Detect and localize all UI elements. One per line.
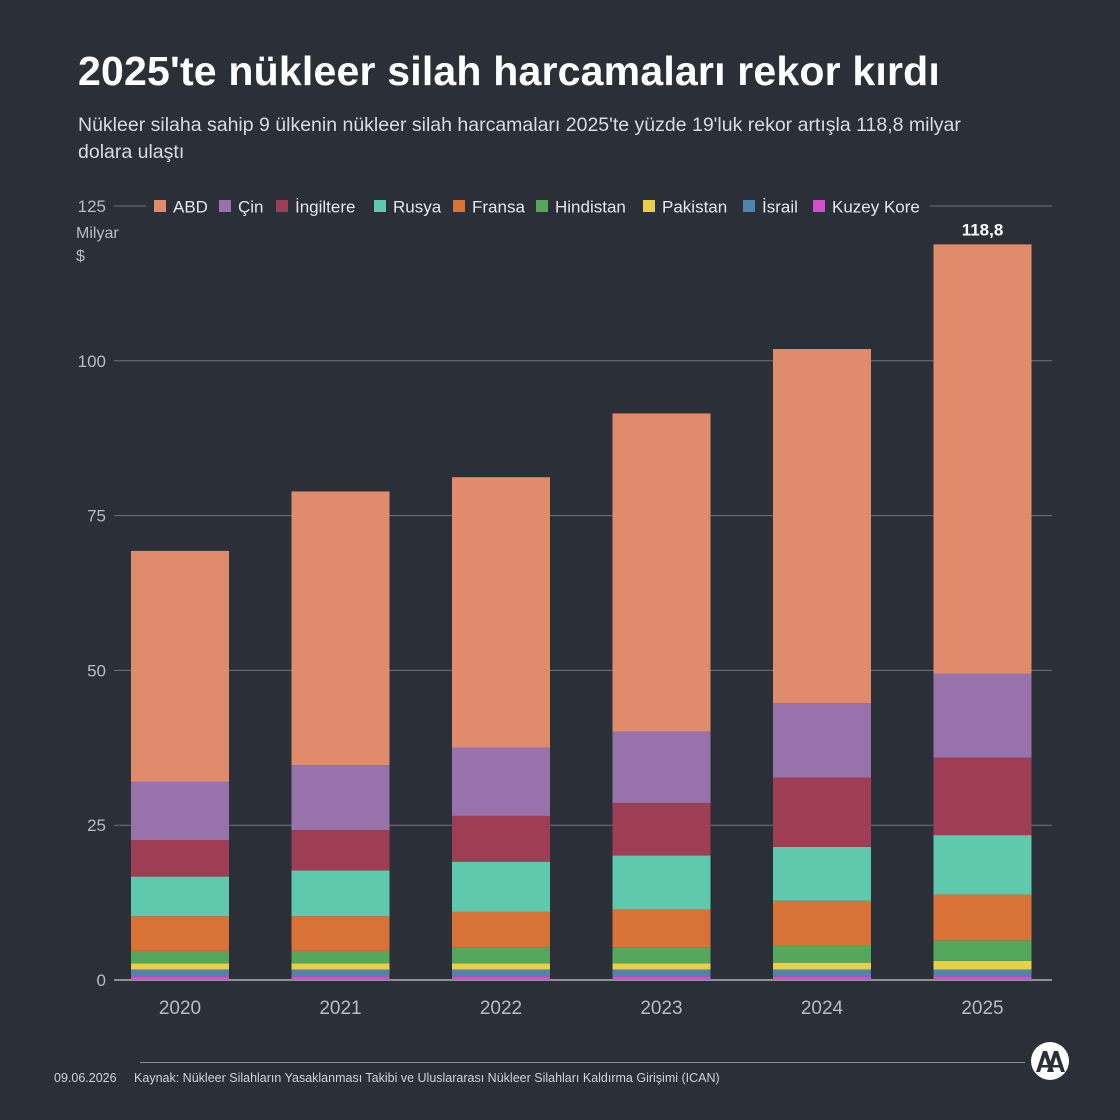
- legend-swatch-hindistan: [536, 200, 548, 212]
- bar-segment-abd-2020: [131, 550, 229, 782]
- bar-segment-kuzey-kore-2020: [131, 976, 229, 980]
- bar-segment-rusya-2023: [612, 855, 711, 910]
- bar-segment-rusya-2022: [452, 861, 550, 912]
- bar-segment-hindistan-2020: [131, 950, 229, 964]
- bar-segment-cin-2022: [452, 747, 550, 816]
- bar-segment-hindistan-2022: [452, 947, 550, 964]
- y-tick-label: 25: [87, 816, 106, 835]
- legend-swatch-abd: [154, 200, 166, 212]
- bar-segment-ingiltere-2020: [131, 840, 229, 877]
- chart-title: 2025'te nükleer silah harcamaları rekor …: [78, 48, 940, 94]
- bar-segment-israil-2021: [291, 969, 390, 977]
- bar-segment-israil-2023: [612, 969, 711, 977]
- bar-segment-fransa-2020: [131, 916, 229, 951]
- bar-segment-ingiltere-2023: [612, 802, 711, 856]
- bar-segment-pakistan-2023: [612, 963, 711, 970]
- bar-segment-cin-2024: [773, 703, 871, 778]
- y-tick-label: 75: [87, 507, 106, 526]
- bar-segment-cin-2021: [291, 765, 390, 831]
- x-tick-label: 2021: [319, 998, 361, 1019]
- bar-segment-kuzey-kore-2023: [612, 976, 711, 980]
- aa-logo-icon: [1031, 1042, 1069, 1080]
- chart-subtitle: Nükleer silaha sahip 9 ülkenin nükleer s…: [78, 114, 961, 163]
- bar-segment-hindistan-2021: [291, 950, 390, 964]
- footer: 09.06.2026 Kaynak: Nükleer Silahların Ya…: [54, 1071, 720, 1085]
- total-data-label: 118,8: [962, 220, 1004, 239]
- legend-label-rusya: Rusya: [393, 198, 442, 217]
- bar-segment-israil-2024: [773, 969, 871, 977]
- bar-segment-abd-2021: [291, 491, 390, 766]
- bar-segment-fransa-2022: [452, 911, 550, 948]
- bar-segment-fransa-2023: [612, 909, 711, 948]
- bar-segment-ingiltere-2025: [933, 757, 1032, 836]
- x-tick-label: 2020: [159, 998, 201, 1019]
- legend-label-ingiltere: İngiltere: [295, 198, 355, 217]
- bar-segment-ingiltere-2021: [291, 830, 390, 871]
- bar-segment-hindistan-2023: [612, 947, 711, 964]
- y-tick-label: 100: [78, 352, 106, 371]
- bar-segment-pakistan-2025: [933, 960, 1032, 970]
- footer-source: Kaynak: Nükleer Silahların Yasaklanması …: [134, 1071, 720, 1085]
- legend-label-pakistan: Pakistan: [662, 198, 727, 217]
- bar-segment-fransa-2024: [773, 900, 871, 946]
- bar-segment-israil-2025: [933, 969, 1032, 977]
- x-tick-label: 2022: [480, 998, 522, 1019]
- legend-label-kuzey-kore: Kuzey Kore: [832, 198, 920, 217]
- bar-segment-cin-2025: [933, 673, 1032, 758]
- legend-swatch-israil: [743, 200, 755, 212]
- bar-segment-hindistan-2024: [773, 945, 871, 963]
- legend-swatch-ingiltere: [276, 200, 288, 212]
- x-tick-label: 2023: [640, 998, 682, 1019]
- bar-segment-ingiltere-2022: [452, 815, 550, 862]
- legend-label-cin: Çin: [238, 198, 264, 217]
- bar-segment-rusya-2024: [773, 846, 871, 901]
- legend-label-hindistan: Hindistan: [555, 198, 626, 217]
- y-axis-label: Milyar: [76, 225, 119, 242]
- bar-segment-fransa-2021: [291, 916, 390, 951]
- bar-segment-cin-2023: [612, 731, 711, 803]
- legend-swatch-cin: [219, 200, 231, 212]
- bar-segment-ingiltere-2024: [773, 777, 871, 847]
- footer-divider: [140, 1062, 1025, 1063]
- y-axis-label: $: [76, 248, 85, 265]
- y-tick-label: 125: [78, 197, 106, 216]
- bar-segment-cin-2020: [131, 781, 229, 841]
- legend-swatch-fransa: [453, 200, 465, 212]
- bar-segment-pakistan-2020: [131, 963, 229, 970]
- legend-label-fransa: Fransa: [472, 198, 525, 217]
- bar-segment-rusya-2021: [291, 870, 390, 917]
- x-tick-label: 2025: [961, 998, 1003, 1019]
- x-tick-label: 2024: [801, 998, 844, 1019]
- footer-date: 09.06.2026: [54, 1071, 117, 1085]
- y-tick-label: 0: [97, 971, 106, 990]
- bar-segment-fransa-2025: [933, 894, 1032, 941]
- bar-segment-pakistan-2021: [291, 963, 390, 970]
- y-tick-label: 50: [87, 661, 106, 680]
- legend-swatch-kuzey-kore: [813, 200, 825, 212]
- legend-swatch-pakistan: [643, 200, 655, 212]
- bar-segment-kuzey-kore-2021: [291, 976, 390, 980]
- bar-segment-abd-2024: [773, 349, 871, 704]
- bar-segment-israil-2020: [131, 969, 229, 977]
- legend-label-israil: İsrail: [762, 198, 798, 217]
- bar-segment-kuzey-kore-2022: [452, 976, 550, 980]
- bar-segment-rusya-2025: [933, 835, 1032, 895]
- bar-segment-abd-2023: [612, 413, 711, 732]
- bar-segment-abd-2025: [933, 244, 1032, 674]
- bar-segment-pakistan-2024: [773, 962, 871, 970]
- bar-segment-israil-2022: [452, 969, 550, 977]
- legend-label-abd: ABD: [173, 198, 208, 217]
- bar-segment-pakistan-2022: [452, 963, 550, 970]
- legend-swatch-rusya: [374, 200, 386, 212]
- bar-segment-abd-2022: [452, 477, 550, 748]
- bar-segment-rusya-2020: [131, 876, 229, 917]
- bar-segment-kuzey-kore-2025: [933, 976, 1032, 980]
- bar-segment-kuzey-kore-2024: [773, 976, 871, 980]
- bar-segment-hindistan-2025: [933, 940, 1032, 961]
